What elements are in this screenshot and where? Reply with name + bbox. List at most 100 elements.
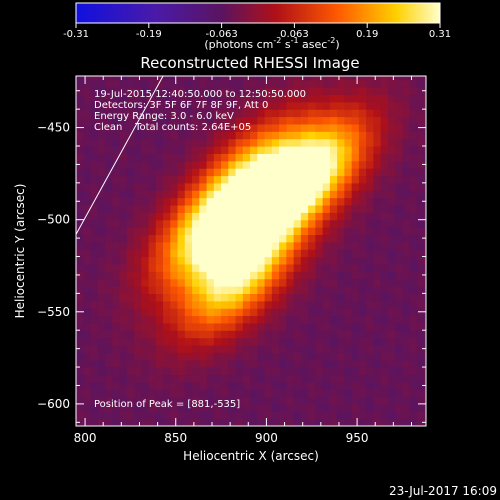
heatmap-cell bbox=[134, 389, 142, 398]
heatmap-cell bbox=[373, 87, 382, 96]
heatmap-cell bbox=[315, 381, 324, 390]
heatmap-cell bbox=[83, 212, 92, 221]
heatmap-cell bbox=[126, 241, 135, 250]
heatmap-cell bbox=[213, 330, 222, 339]
heatmap-cell bbox=[308, 79, 316, 88]
heatmap-cell bbox=[351, 337, 360, 346]
heatmap-cell bbox=[141, 212, 150, 221]
heatmap-cell bbox=[373, 212, 382, 221]
heatmap-cell bbox=[380, 160, 389, 169]
heatmap-cell bbox=[228, 315, 237, 324]
heatmap-cell bbox=[329, 101, 338, 110]
heatmap-cell bbox=[366, 271, 375, 280]
heatmap-cell bbox=[373, 131, 382, 140]
heatmap-cell bbox=[366, 256, 375, 265]
heatmap-cell bbox=[155, 359, 164, 368]
heatmap-cell bbox=[112, 367, 121, 376]
heatmap-cell bbox=[387, 286, 396, 294]
heatmap-cell bbox=[199, 146, 208, 154]
heatmap-cell bbox=[119, 352, 128, 361]
heatmap-cell bbox=[300, 411, 309, 420]
heatmap-cell bbox=[76, 337, 84, 346]
heatmap-cell bbox=[83, 123, 92, 132]
heatmap-cell bbox=[228, 87, 237, 96]
heatmap-cell bbox=[192, 175, 200, 184]
heatmap-cell bbox=[271, 123, 280, 132]
heatmap-cell bbox=[271, 153, 280, 162]
heatmap-cell bbox=[308, 197, 316, 206]
heatmap-cell bbox=[279, 219, 287, 228]
heatmap-cell bbox=[242, 175, 251, 184]
heatmap-cell bbox=[184, 411, 193, 420]
heatmap-cell bbox=[206, 411, 215, 420]
heatmap-cell bbox=[192, 315, 200, 324]
heatmap-cell bbox=[155, 131, 164, 140]
heatmap-cell bbox=[387, 381, 396, 390]
heatmap-cell bbox=[148, 146, 157, 154]
heatmap-cell bbox=[315, 204, 324, 213]
heatmap-cell bbox=[380, 256, 389, 265]
heatmap-cell bbox=[206, 87, 215, 96]
heatmap-cell bbox=[119, 286, 128, 294]
heatmap-cell bbox=[235, 411, 244, 420]
heatmap-cell bbox=[184, 175, 193, 184]
heatmap-cell bbox=[264, 131, 273, 140]
heatmap-cell bbox=[155, 308, 164, 317]
heatmap-cell bbox=[322, 300, 331, 309]
heatmap-cell bbox=[97, 418, 106, 426]
heatmap-cell bbox=[83, 396, 92, 405]
heatmap-cell bbox=[199, 79, 208, 88]
heatmap-cell bbox=[264, 219, 273, 228]
heatmap-cell bbox=[199, 315, 208, 324]
heatmap-cell bbox=[126, 381, 135, 390]
heatmap-cell bbox=[213, 256, 222, 265]
heatmap-cell bbox=[83, 403, 92, 412]
heatmap-cell bbox=[264, 337, 273, 346]
heatmap-cell bbox=[192, 76, 200, 81]
heatmap-cell bbox=[308, 278, 316, 287]
heatmap-cell bbox=[112, 212, 121, 221]
heatmap-cell bbox=[366, 101, 375, 110]
heatmap-cell bbox=[105, 116, 113, 125]
heatmap-cell bbox=[329, 190, 338, 199]
heatmap-cell bbox=[279, 168, 287, 177]
heatmap-cell bbox=[221, 256, 229, 265]
heatmap-cell bbox=[221, 204, 229, 213]
heatmap-cell bbox=[264, 79, 273, 88]
heatmap-cell bbox=[286, 411, 295, 420]
heatmap-cell bbox=[344, 79, 353, 88]
heatmap-cell bbox=[141, 87, 150, 96]
heatmap-cell bbox=[192, 190, 200, 199]
heatmap-cell bbox=[395, 204, 404, 213]
heatmap-cell bbox=[213, 190, 222, 199]
heatmap-cell bbox=[424, 263, 426, 272]
heatmap-cell bbox=[155, 153, 164, 162]
heatmap-cell bbox=[199, 374, 208, 383]
heatmap-cell bbox=[199, 344, 208, 353]
heatmap-cell bbox=[395, 322, 404, 331]
heatmap-cell bbox=[192, 308, 200, 317]
heatmap-cell bbox=[366, 286, 375, 294]
heatmap-cell bbox=[213, 322, 222, 331]
heatmap-cell bbox=[409, 197, 418, 206]
heatmap-cell bbox=[395, 300, 404, 309]
heatmap-cell bbox=[235, 293, 244, 302]
heatmap-cell bbox=[264, 263, 273, 272]
heatmap-cell bbox=[300, 131, 309, 140]
heatmap-cell bbox=[141, 175, 150, 184]
heatmap-cell bbox=[387, 182, 396, 191]
heatmap-cell bbox=[105, 160, 113, 169]
heatmap-cell bbox=[90, 234, 99, 243]
heatmap-cell bbox=[250, 160, 258, 169]
heatmap-cell bbox=[351, 278, 360, 287]
heatmap-cell bbox=[358, 79, 367, 88]
heatmap-cell bbox=[409, 168, 418, 177]
heatmap-cell bbox=[105, 293, 113, 302]
heatmap-cell bbox=[126, 138, 135, 147]
heatmap-cell bbox=[97, 168, 106, 177]
heatmap-cell bbox=[351, 359, 360, 368]
heatmap-cell bbox=[97, 293, 106, 302]
heatmap-cell bbox=[358, 322, 367, 331]
heatmap-cell bbox=[155, 109, 164, 118]
heatmap-cell bbox=[293, 337, 302, 346]
